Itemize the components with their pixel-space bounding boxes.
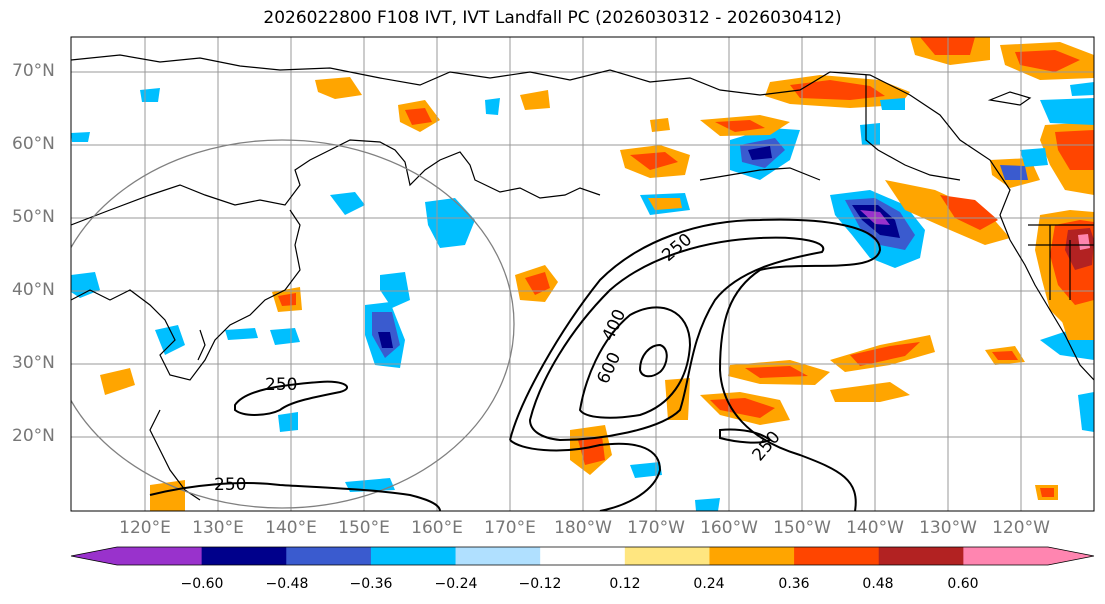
lon-label: 120°E [119,518,171,538]
contour-250-main [509,218,882,511]
lon-label: 140°W [846,518,904,538]
colorbar-swatch [878,547,964,565]
lon-label: 160°E [411,518,463,538]
colorbar-tick-label: 0.48 [862,576,894,592]
colorbar-tick-label: 0.60 [947,576,979,592]
lat-label: 40°N [12,280,55,300]
plot-frame [70,36,1095,512]
lon-label: 180°W [554,518,612,538]
lon-label: 130°W [919,518,977,538]
contour-label: 250 [265,375,297,395]
contour-400 [528,236,825,442]
lon-label: 140°E [265,518,317,538]
lon-label: 160°W [700,518,758,538]
colorbar-swatch [370,547,457,565]
contour-250-small [719,428,772,444]
colorbar-swatch [963,547,1049,565]
lon-label: 150°E [338,518,390,538]
lon-label: 170°W [627,518,685,538]
colorbar-tick-label: −0.12 [518,576,562,592]
lon-label: 120°W [992,518,1050,538]
lat-label: 50°N [12,207,55,227]
colorbar-tick-label: −0.24 [434,576,478,592]
ivt-contours [149,218,882,511]
colorbar-tick-label: −0.36 [349,576,393,592]
colorbar-swatch [794,547,880,565]
map-title: 2026022800 F108 IVT, IVT Landfall PC (20… [263,8,842,28]
lat-label: 60°N [12,134,55,154]
colorbar-swatch [201,547,287,565]
lat-label: 70°N [12,61,55,81]
contour-250-west [234,380,348,416]
colorbar-extend-high [1048,547,1094,565]
colorbar-tick-label: −0.48 [265,576,309,592]
contour-600 [578,306,692,419]
map-plot-area [71,37,1094,511]
lat-label: 30°N [12,353,55,373]
colorbar-extend-low [71,547,117,565]
lat-label: 20°N [12,426,55,446]
colorbar-swatch [455,547,541,565]
coastlines [71,54,1094,501]
colorbar-swatch [709,547,795,565]
contour-250-southwest [149,482,441,511]
graticule [71,37,1094,511]
lon-label: 170°E [484,518,536,538]
colorbar-swatch [540,547,626,565]
colorbar-tick-label: 0.12 [609,576,641,592]
colorbar-swatch [624,547,710,565]
colorbar-swatch [117,547,203,565]
contour-250-south [509,439,662,511]
landfall-circle [71,139,515,509]
lon-label: 130°E [192,518,244,538]
colorbar-swatch [286,547,372,565]
colorbar [70,546,1095,566]
colorbar-tick-label: 0.36 [778,576,810,592]
contour-label: 250 [214,475,246,495]
colorbar-tick-label: 0.24 [693,576,725,592]
colorbar-tick-label: −0.60 [180,576,224,592]
colorbar-swatches [117,547,1049,565]
contour-800 [638,343,668,378]
lon-label: 150°W [773,518,831,538]
